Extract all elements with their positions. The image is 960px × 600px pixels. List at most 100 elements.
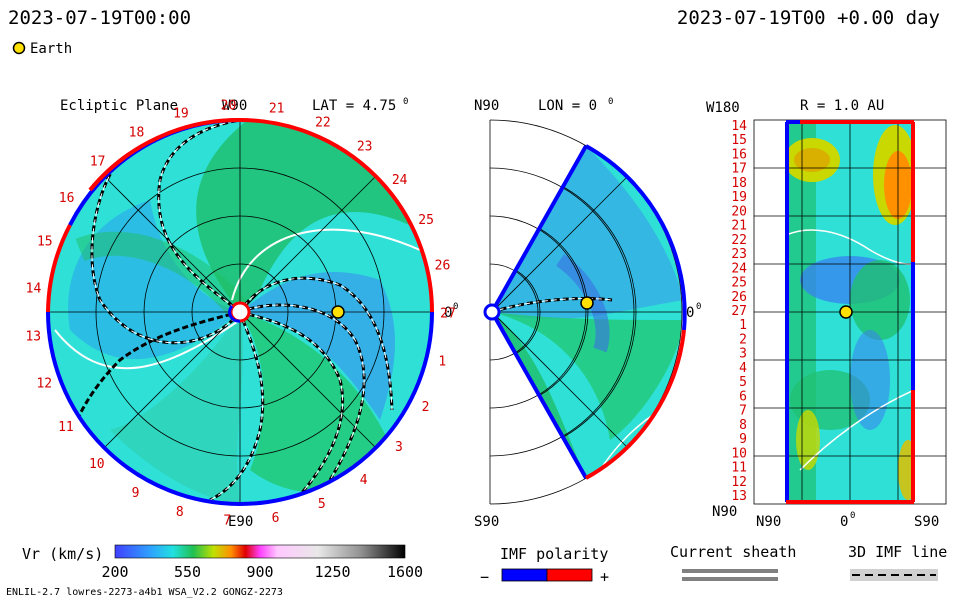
- carrington-tick-label: 16: [59, 191, 75, 206]
- ecliptic-lat-label: LAT = 4.75: [312, 98, 396, 114]
- radial-tick-label: 25: [731, 276, 747, 291]
- radial-top-left: W180: [706, 100, 740, 116]
- radial-tick-label: 27: [731, 304, 747, 319]
- radial-bottom-mid-deg: 0: [850, 511, 855, 521]
- radial-tick-label: 14: [731, 119, 747, 134]
- radial-tick-label: 2: [739, 333, 747, 348]
- radial-tick-label: 5: [739, 375, 747, 390]
- imf3d-label: 3D IMF line: [848, 543, 947, 561]
- ecliptic-rim-negative: [46, 311, 434, 506]
- ecliptic-rim-positive: [239, 118, 434, 313]
- imf-negative-swatch: [501, 568, 548, 582]
- carrington-tick-label: 20: [221, 98, 237, 113]
- radial-tick-label: 7: [739, 404, 747, 419]
- ecliptic-right-deg: 0: [453, 302, 458, 312]
- radial-tick-label: 22: [731, 233, 747, 248]
- imf3d-legend: 3D IMF line: [848, 543, 947, 581]
- meridional-earth-marker: [580, 296, 594, 310]
- vr-tick-label: 900: [246, 563, 273, 581]
- carrington-tick-label: 19: [173, 107, 189, 122]
- carrington-tick-label: 23: [357, 140, 373, 155]
- radial-tick-label: 24: [731, 261, 747, 276]
- radial-tick-label: 20: [731, 204, 747, 219]
- carrington-tick-label: 17: [90, 154, 106, 169]
- carrington-tick-label: 12: [36, 377, 52, 392]
- radial-bottom-n90: N90: [756, 514, 781, 530]
- carrington-tick-label: 5: [318, 497, 326, 512]
- imf-polarity-label: IMF polarity: [500, 545, 608, 563]
- ecliptic-lat-deg: 0: [403, 97, 408, 107]
- imf-minus-label: −: [480, 568, 489, 586]
- radial-tick-label: 10: [731, 446, 747, 461]
- radial-tick-label: 16: [731, 148, 747, 163]
- radial-tick-label: 17: [731, 162, 747, 177]
- meridional-lon-label: LON = 0: [538, 98, 597, 114]
- radial-tick-label: 8: [739, 418, 747, 433]
- model-info: ENLIL-2.7 lowres-2273-a4b1 WSA_V2.2 GONG…: [6, 587, 283, 598]
- carrington-tick-label: 2: [422, 400, 430, 415]
- radial-bottom-left: N90: [712, 504, 737, 520]
- radial-bottom-mid: 0: [840, 514, 848, 530]
- meridional-bottom-left: S90: [474, 514, 499, 530]
- carrington-tick-label: 4: [360, 473, 368, 488]
- meridional-lon-deg: 0: [608, 97, 613, 107]
- imf-positive-swatch: [546, 568, 593, 582]
- carrington-tick-label: 8: [176, 505, 184, 520]
- carrington-tick-label: 9: [132, 486, 140, 501]
- ecliptic-title: Ecliptic Plane: [60, 98, 178, 114]
- carrington-tick-label: 11: [58, 420, 74, 435]
- radial-tick-label: 1: [739, 318, 747, 333]
- radial-carrington-ticks: 1415161718192021222324252627123456789101…: [731, 119, 747, 504]
- meridional-right-deg: 0: [696, 302, 701, 312]
- carrington-tick-label: 21: [269, 101, 285, 116]
- radial-tick-label: 11: [731, 461, 747, 476]
- ecliptic-right-label: 0: [444, 305, 452, 321]
- carrington-tick-label: 18: [129, 126, 145, 141]
- carrington-tick-label: 22: [315, 115, 331, 130]
- meridional-right-label: 0: [686, 305, 694, 321]
- earth-legend-label: Earth: [30, 41, 72, 57]
- radial-panel: W180 R = 1.0 AU: [706, 98, 947, 530]
- ecliptic-top-label: W90: [222, 98, 247, 114]
- radial-bottom-right: S90: [914, 514, 939, 530]
- radial-tick-label: 4: [739, 361, 747, 376]
- carrington-tick-label: 27: [440, 307, 456, 322]
- carrington-tick-label: 15: [37, 234, 53, 249]
- current-sheath-legend: Current sheath: [670, 543, 796, 581]
- ecliptic-bottom-label: E90: [228, 514, 253, 530]
- vr-ticks: 200 550 900 1250 1600: [101, 563, 423, 581]
- carrington-tick-label: 14: [26, 281, 42, 296]
- header-time-right: 2023-07-19T00 +0.00 day: [677, 7, 940, 29]
- radial-r-label: R = 1.0 AU: [800, 98, 884, 114]
- radial-tick-label: 9: [739, 432, 747, 447]
- earth-legend-marker: [12, 41, 26, 55]
- carrington-tick-label: 6: [272, 511, 280, 526]
- radial-tick-label: 12: [731, 475, 747, 490]
- carrington-tick-label: 13: [25, 330, 41, 345]
- radial-tick-label: 13: [731, 489, 747, 504]
- carrington-tick-label: 10: [89, 457, 105, 472]
- vr-tick-label: 1600: [387, 563, 423, 581]
- imf-plus-label: +: [600, 568, 609, 586]
- header-time-left: 2023-07-19T00:00: [8, 7, 191, 29]
- radial-tick-label: 3: [739, 347, 747, 362]
- ecliptic-earth-marker: [331, 305, 345, 319]
- radial-tick-label: 18: [731, 176, 747, 191]
- radial-tick-label: 26: [731, 290, 747, 305]
- radial-tick-label: 6: [739, 389, 747, 404]
- vr-colorbar: Vr (km/s) 200 550 900 1250 1600: [22, 544, 423, 581]
- carrington-tick-label: 24: [392, 173, 408, 188]
- vr-label: Vr (km/s): [22, 545, 103, 563]
- ecliptic-panel: Ecliptic Plane W90 LAT = 4.75 0: [25, 97, 458, 530]
- imf-polarity-legend: IMF polarity − +: [480, 545, 609, 586]
- radial-earth-marker: [839, 305, 853, 319]
- carrington-tick-label: 26: [435, 259, 451, 274]
- carrington-tick-label: 25: [418, 213, 434, 228]
- carrington-tick-label: 1: [438, 355, 446, 370]
- meridional-top-left: N90: [474, 98, 499, 114]
- vr-tick-label: 550: [174, 563, 201, 581]
- radial-tick-label: 21: [731, 219, 747, 234]
- vr-tick-label: 1250: [314, 563, 350, 581]
